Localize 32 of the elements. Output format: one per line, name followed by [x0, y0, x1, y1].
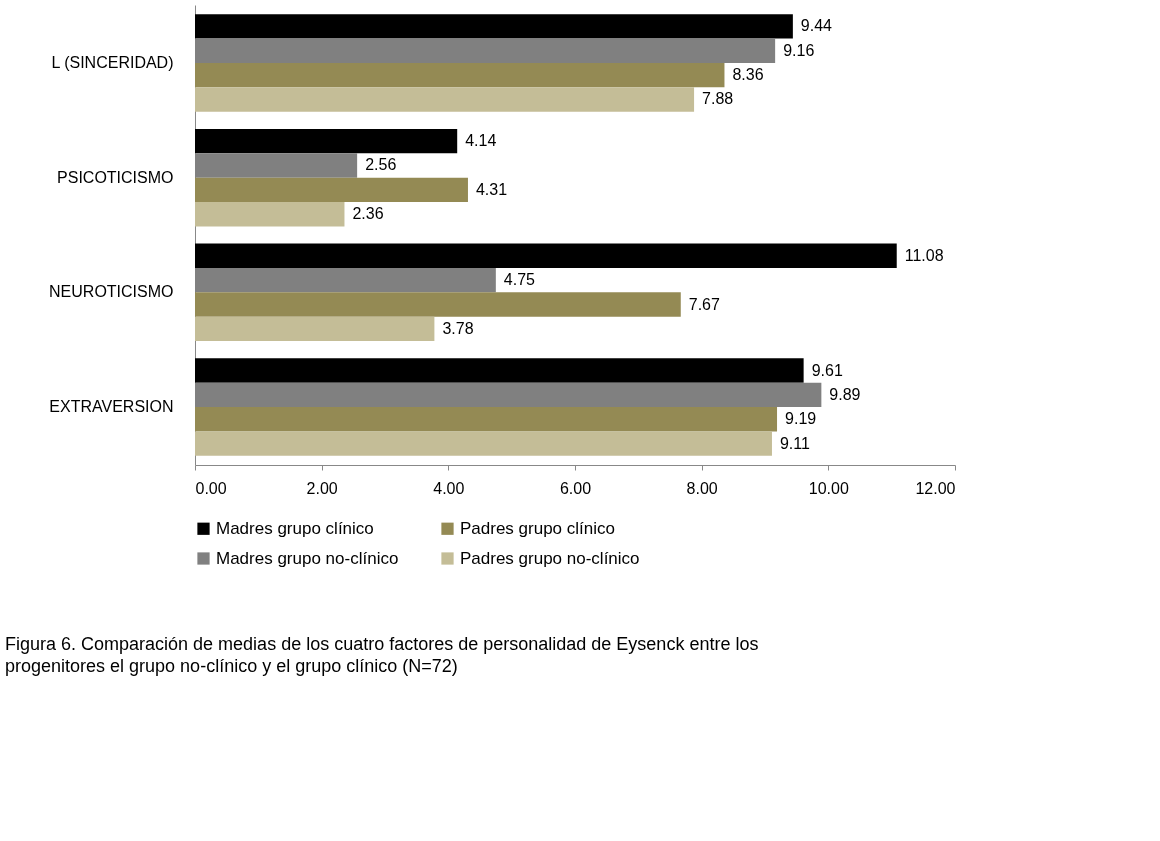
data-label: 9.89	[829, 385, 861, 403]
data-label: 7.88	[702, 90, 734, 108]
data-label: 9.44	[800, 17, 833, 35]
legend-label: Padres grupo clínico	[460, 518, 615, 538]
legend-label: Madres grupo clínico	[216, 518, 374, 538]
x-tick-label: 10.00	[808, 479, 849, 497]
x-tick-label: 12.00	[915, 479, 956, 497]
data-label: 3.78	[442, 319, 474, 337]
y-tick-label: PSICOTICISMO	[57, 168, 174, 186]
x-tick-label: 4.00	[433, 479, 465, 497]
data-label: 9.19	[785, 410, 817, 428]
data-label: 4.14	[465, 132, 497, 150]
x-tick-label: 2.00	[306, 479, 338, 497]
data-label: 9.11	[779, 434, 811, 452]
legend-label: Padres grupo no-clínico	[460, 548, 640, 568]
data-label: 7.67	[688, 295, 721, 313]
data-label: 2.36	[352, 205, 384, 223]
x-tick-label: 6.00	[559, 479, 592, 497]
x-tick-label: 8.00	[686, 479, 718, 497]
data-label: 2.56	[365, 156, 397, 174]
data-label: 11.08	[904, 246, 944, 264]
data-label: 4.75	[503, 271, 536, 289]
y-tick-label: L (SINCERIDAD)	[51, 53, 174, 71]
legend-label: Madres grupo no-clínico	[216, 548, 399, 568]
x-tick-label: 0.00	[195, 479, 227, 497]
data-label: 8.36	[732, 66, 764, 84]
data-label: 9.61	[811, 361, 843, 379]
data-label: 4.31	[475, 180, 508, 198]
y-tick-label: NEUROTICISMO	[49, 283, 174, 301]
y-tick-label: EXTRAVERSION	[49, 398, 174, 416]
text: Figura 6. Comparación de medias de los cuatro factores de personalidad de Eysenck entre los progenitores el grupo no-clínico y el grupo clínico (N=72)	[5, 634, 759, 676]
data-label: 9.16	[783, 41, 815, 59]
